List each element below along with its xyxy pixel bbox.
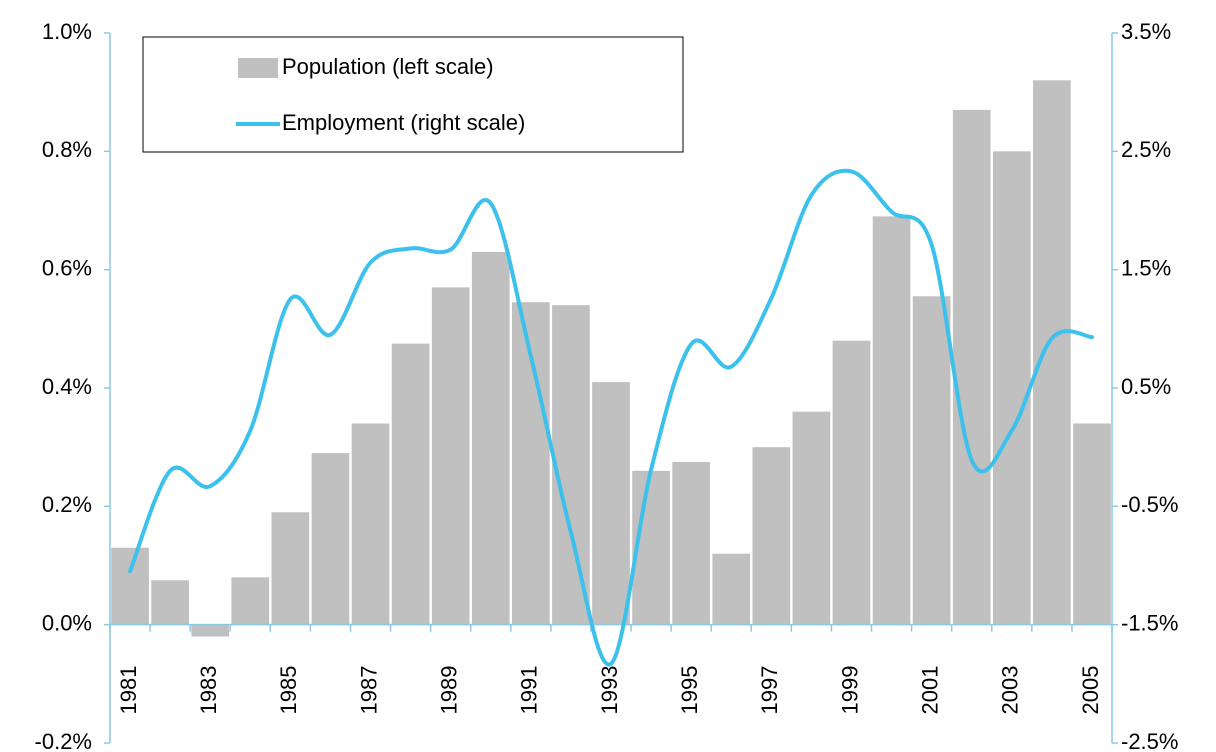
x-tick-label: 1995	[677, 666, 702, 715]
bar	[191, 624, 230, 637]
x-tick-label: 1989	[436, 666, 461, 715]
bar	[1033, 80, 1071, 625]
x-tick-label: 1987	[356, 666, 381, 715]
y-tick-label: 0.2%	[42, 492, 92, 517]
x-tick-label: 1999	[837, 666, 862, 715]
legend-label: Employment (right scale)	[282, 110, 525, 135]
legend-swatch	[238, 58, 278, 78]
bar	[912, 296, 951, 625]
bar	[111, 547, 149, 625]
bar	[952, 109, 991, 625]
x-tick-label: 2003	[998, 666, 1023, 715]
bar	[391, 343, 430, 625]
y-tick-label: 0.4%	[42, 374, 92, 399]
bar	[231, 577, 270, 625]
y2-tick-label: 0.5%	[1121, 374, 1171, 399]
y2-tick-label: -2.5%	[1121, 729, 1178, 752]
bar	[151, 580, 189, 625]
bar	[1073, 423, 1111, 625]
y-tick-label: 0.6%	[42, 255, 92, 280]
x-tick-label: 1983	[196, 666, 221, 715]
x-tick-label: 2005	[1078, 666, 1103, 715]
legend-box	[142, 36, 684, 153]
x-tick-label: 1985	[276, 666, 301, 715]
x-tick-label: 1981	[116, 666, 141, 715]
x-tick-label: 1993	[597, 666, 622, 715]
bar	[311, 453, 350, 625]
bar	[872, 216, 911, 625]
bar	[712, 553, 751, 625]
x-tick-label: 1997	[757, 666, 782, 715]
y2-tick-label: 1.5%	[1121, 255, 1171, 280]
bar	[832, 340, 871, 625]
bar	[552, 305, 590, 625]
y-tick-label: -0.2%	[35, 729, 92, 752]
bar	[792, 411, 831, 625]
bar	[752, 447, 791, 625]
x-tick-label: 1991	[517, 666, 542, 715]
y2-tick-label: -0.5%	[1121, 492, 1178, 517]
bar	[351, 423, 390, 625]
line	[128, 168, 1094, 667]
y-tick-label: 0.8%	[42, 137, 92, 162]
y-tick-label: 0.0%	[42, 610, 92, 635]
bar	[992, 151, 1031, 625]
bar	[471, 251, 510, 625]
y2-tick-label: -1.5%	[1121, 610, 1178, 635]
bar	[672, 461, 710, 625]
bar	[431, 287, 470, 625]
y-tick-label: 1.0%	[42, 19, 92, 44]
x-tick-label: 2001	[917, 666, 942, 715]
bar	[592, 382, 630, 625]
bar	[271, 512, 310, 625]
y2-tick-label: 3.5%	[1121, 19, 1171, 44]
y2-tick-label: 2.5%	[1121, 137, 1171, 162]
legend-label: Population (left scale)	[282, 54, 494, 79]
